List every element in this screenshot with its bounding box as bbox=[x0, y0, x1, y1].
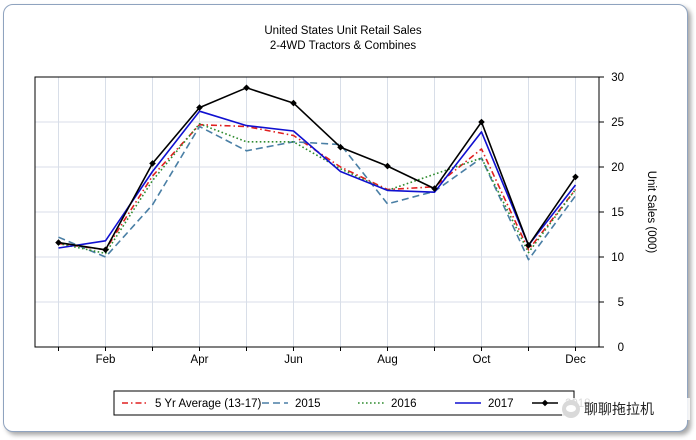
data-point-marker bbox=[525, 242, 532, 249]
chart-title: United States Unit Retail Sales bbox=[264, 25, 421, 37]
y-tick-label: 30 bbox=[611, 72, 624, 84]
x-axis-ticks: Feb Apr Jun Aug Oct Dec bbox=[58, 347, 586, 366]
data-point-marker bbox=[149, 160, 156, 167]
y-axis-ticks: 0 5 10 15 20 25 30 bbox=[599, 72, 624, 354]
series-line bbox=[58, 123, 577, 255]
data-point-marker bbox=[102, 246, 109, 254]
series-line bbox=[58, 87, 577, 251]
data-point-marker bbox=[478, 118, 485, 126]
y-axis-title: Unit Sales (000) bbox=[645, 171, 657, 254]
legend-marker bbox=[541, 399, 549, 407]
legend: 5 Yr Average (13-17)2015201620172018 bbox=[113, 390, 591, 416]
x-tick-label: Feb bbox=[96, 354, 116, 366]
y-tick-label: 15 bbox=[611, 207, 624, 219]
chart-subtitle: 2-4WD Tractors & Combines bbox=[270, 40, 417, 52]
data-point-marker bbox=[572, 173, 579, 181]
data-point-marker bbox=[290, 99, 297, 107]
y-tick-label: 25 bbox=[611, 117, 624, 129]
data-point-marker bbox=[337, 143, 344, 151]
watermark-text: 聊聊拖拉机 bbox=[584, 402, 654, 418]
y-tick-label: 5 bbox=[618, 297, 624, 309]
y-tick-label: 20 bbox=[611, 162, 624, 174]
legend-label: 2015 bbox=[295, 398, 321, 410]
data-point-marker bbox=[384, 162, 391, 170]
series-2017 bbox=[58, 110, 577, 249]
series-2018 bbox=[55, 84, 579, 254]
series-line bbox=[58, 110, 577, 249]
x-tick-label: Apr bbox=[191, 354, 209, 366]
plot-area: 0 5 10 15 20 25 30 Feb Apr Jun Aug Oct Dec bbox=[34, 72, 624, 366]
series-line bbox=[58, 125, 577, 261]
y-tick-label: 0 bbox=[618, 342, 624, 354]
series-2015 bbox=[58, 125, 577, 261]
watermark: 聊聊拖拉机 bbox=[562, 398, 690, 420]
series-2016 bbox=[58, 123, 577, 255]
x-tick-label: Oct bbox=[473, 354, 492, 366]
data-point-marker bbox=[196, 104, 203, 111]
x-tick-label: Aug bbox=[377, 354, 397, 366]
x-tick-label: Dec bbox=[565, 354, 586, 366]
data-point-marker bbox=[243, 84, 250, 92]
data-point-marker bbox=[431, 185, 438, 192]
legend-label: 5 Yr Average (13-17) bbox=[155, 398, 262, 410]
data-point-marker bbox=[55, 239, 62, 246]
legend-box bbox=[113, 390, 575, 416]
x-tick-label: Jun bbox=[284, 354, 303, 366]
y-tick-label: 10 bbox=[611, 252, 624, 264]
wechat-bubble-icon bbox=[562, 400, 580, 418]
legend-label: 2016 bbox=[391, 398, 417, 410]
legend-label: 2017 bbox=[488, 398, 514, 410]
